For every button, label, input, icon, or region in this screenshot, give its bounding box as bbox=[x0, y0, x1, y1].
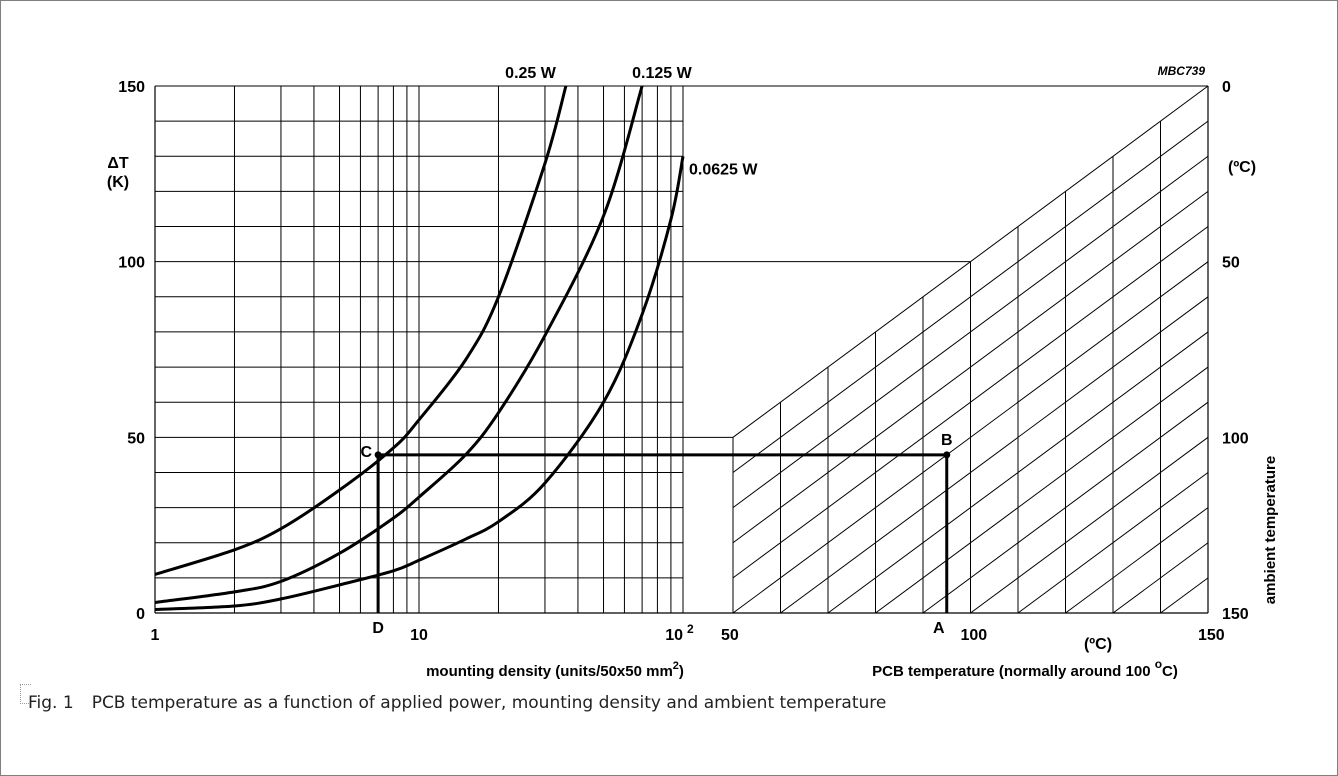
right-x-tick-label: 50 bbox=[721, 627, 739, 644]
point-c-label: C bbox=[361, 444, 373, 461]
point-d-label: D bbox=[372, 620, 384, 637]
power-curve bbox=[154, 85, 644, 604]
right-x-label-main: PCB temperature (normally around 100 bbox=[872, 663, 1155, 680]
diag-ambient-0 bbox=[732, 85, 1209, 438]
grid-diag-right bbox=[732, 226, 1209, 579]
series-label: 0.125 W bbox=[632, 65, 692, 82]
y-tick-label: 0 bbox=[136, 606, 145, 623]
x-axis-label-main: mounting density (units/50x50 mm bbox=[426, 663, 673, 680]
grid-diag-right bbox=[1065, 507, 1209, 614]
right-x-tick-label: 150 bbox=[1198, 627, 1225, 644]
power-curve bbox=[154, 156, 685, 611]
right-x-label-end: C) bbox=[1162, 663, 1178, 680]
point-a-label: A bbox=[933, 620, 945, 637]
grid-diag-right bbox=[732, 190, 1209, 544]
x-tick-label: 10 bbox=[665, 627, 683, 644]
point-c-marker bbox=[374, 451, 382, 459]
right-y-tick-label: 150 bbox=[1222, 606, 1249, 623]
power-curve bbox=[154, 85, 568, 576]
grid-diag-right bbox=[1160, 577, 1209, 614]
x-axis-label-end: ) bbox=[679, 663, 684, 680]
caption-number: Fig. 1 bbox=[28, 693, 74, 713]
right-x-tick-label: 100 bbox=[961, 627, 988, 644]
grid-diag-right bbox=[970, 436, 1209, 614]
chart-grid bbox=[154, 85, 1209, 614]
grid-diag-right bbox=[732, 261, 1209, 614]
example-path: C B D A bbox=[361, 432, 953, 637]
y-tick-label: 50 bbox=[127, 430, 145, 447]
y-axis-unit: (K) bbox=[107, 174, 129, 191]
right-axis-label: ambient temperature bbox=[1262, 456, 1279, 604]
grid-diag-right bbox=[780, 296, 1209, 614]
grid-diag-right bbox=[875, 366, 1209, 614]
example-path-line bbox=[376, 453, 949, 613]
grid-diag-right bbox=[922, 401, 1209, 614]
right-axis-unit: (ºC) bbox=[1228, 159, 1256, 176]
grid-diag-right bbox=[827, 331, 1209, 614]
right-y-tick-label: 100 bbox=[1222, 430, 1249, 447]
y-tick-label: 150 bbox=[118, 79, 145, 96]
grid-diag-right bbox=[732, 155, 1209, 509]
figure-caption: Fig. 1 PCB temperature as a function of a… bbox=[28, 693, 886, 713]
y-axis-label: ΔT bbox=[107, 155, 129, 172]
x-tick-superscript: 2 bbox=[687, 622, 694, 636]
right-x-label-deg: o bbox=[1155, 657, 1162, 671]
x-axis-label-sup: 2 bbox=[673, 660, 679, 672]
right-x-axis-label: PCB temperature (normally around 100 oC) bbox=[872, 657, 1178, 680]
grid-diag-right bbox=[732, 120, 1209, 473]
figure-code: MBC739 bbox=[1158, 64, 1206, 78]
right-y-tick-label: 50 bbox=[1222, 255, 1240, 272]
x-tick-label: 10 bbox=[410, 627, 428, 644]
point-b-label: B bbox=[941, 432, 953, 449]
power-curves: 0.25 W 0.125 W 0.0625 W bbox=[154, 65, 758, 611]
grid-diag-right bbox=[1112, 542, 1209, 614]
series-label: 0.0625 W bbox=[689, 161, 758, 178]
x-tick-label: 1 bbox=[151, 627, 160, 644]
grid-diag-right bbox=[1017, 472, 1209, 614]
right-y-tick-label: 0 bbox=[1222, 79, 1231, 96]
y-tick-label: 100 bbox=[118, 255, 145, 272]
caption-bracket bbox=[20, 684, 31, 704]
caption-text: PCB temperature as a function of applied… bbox=[91, 693, 887, 713]
series-label: 0.25 W bbox=[505, 65, 557, 82]
right-x-unit: (ºC) bbox=[1084, 636, 1112, 653]
pcb-temperature-chart: 0.25 W 0.125 W0.0625 W CBD A 050100150ΔT(K… bbox=[107, 64, 1279, 680]
x-axis-label: mounting density (units/50x50 mm2) bbox=[426, 660, 684, 680]
point-b-marker bbox=[943, 451, 951, 459]
